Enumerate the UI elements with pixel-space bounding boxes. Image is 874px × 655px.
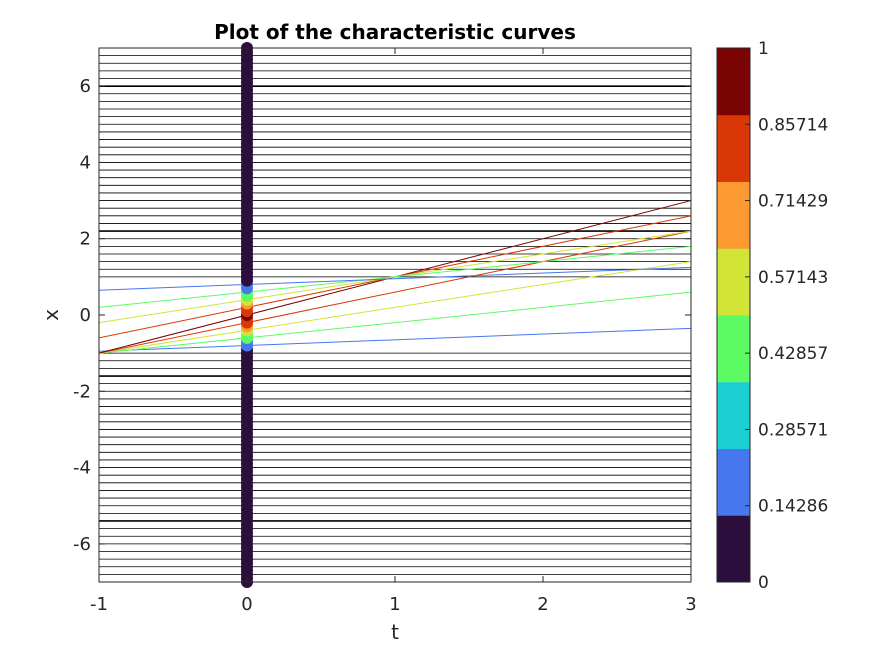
plot-lines-layer <box>98 47 692 583</box>
characteristic-line-sloped <box>98 245 692 308</box>
colorbar-segment <box>717 448 750 516</box>
colorbar-segment <box>717 315 750 383</box>
chart-title: Plot of the characteristic curves <box>214 20 576 44</box>
colorbar-tick-label: 1 <box>758 39 769 59</box>
colorbar-tick-label: 0 <box>758 573 769 593</box>
colorbar: 0 0.14286 0.28571 0.42857 0.57143 0.71429 0.85… <box>716 39 828 593</box>
y-tick-label: 0 <box>80 305 91 326</box>
y-tick-label: 4 <box>80 152 91 173</box>
x-tick-label: -1 <box>90 594 108 615</box>
colorbar-segment <box>717 515 750 583</box>
x-tick-label: 1 <box>389 594 400 615</box>
y-tick-label: 2 <box>80 229 91 250</box>
y-tick-label: -2 <box>73 381 91 402</box>
plot-frame <box>98 47 692 583</box>
y-tick-label: -6 <box>73 534 91 555</box>
colorbar-frame <box>716 47 751 583</box>
x-tick-label: 0 <box>241 594 252 615</box>
y-axis-ticks: -6 -4 -2 0 2 4 6 <box>73 76 691 555</box>
characteristic-line-sloped <box>98 291 692 354</box>
x-axis-label: t <box>391 620 399 644</box>
colorbar-segment <box>717 248 750 316</box>
colorbar-tick-label: 0.14286 <box>758 497 828 517</box>
y-tick-label: -4 <box>73 458 91 479</box>
characteristic-line-sloped <box>98 266 692 291</box>
characteristic-line-sloped <box>98 327 692 352</box>
x-tick-label: 2 <box>537 594 548 615</box>
y-tick-label: 6 <box>80 76 91 97</box>
colorbar-tick-label: 0.71429 <box>758 192 828 212</box>
colorbar-segment <box>717 181 750 249</box>
y-axis-label: x <box>39 309 63 321</box>
colorbar-segment <box>717 48 750 116</box>
colorbar-tick-label: 0.85714 <box>758 115 828 135</box>
characteristic-line-sloped <box>98 230 692 354</box>
x-axis-ticks: -1 0 1 2 3 <box>90 48 697 615</box>
colorbar-tick-label: 0.42857 <box>758 344 828 364</box>
plot-markers-layer <box>241 42 253 588</box>
colorbar-tick-label: 0.28571 <box>758 420 828 440</box>
colorbar-tick-label: 0.57143 <box>758 268 828 288</box>
colorbar-segment <box>717 381 750 449</box>
characteristic-line-sloped <box>98 261 692 354</box>
colorbar-segment <box>717 114 750 182</box>
x-tick-label: 3 <box>685 594 696 615</box>
